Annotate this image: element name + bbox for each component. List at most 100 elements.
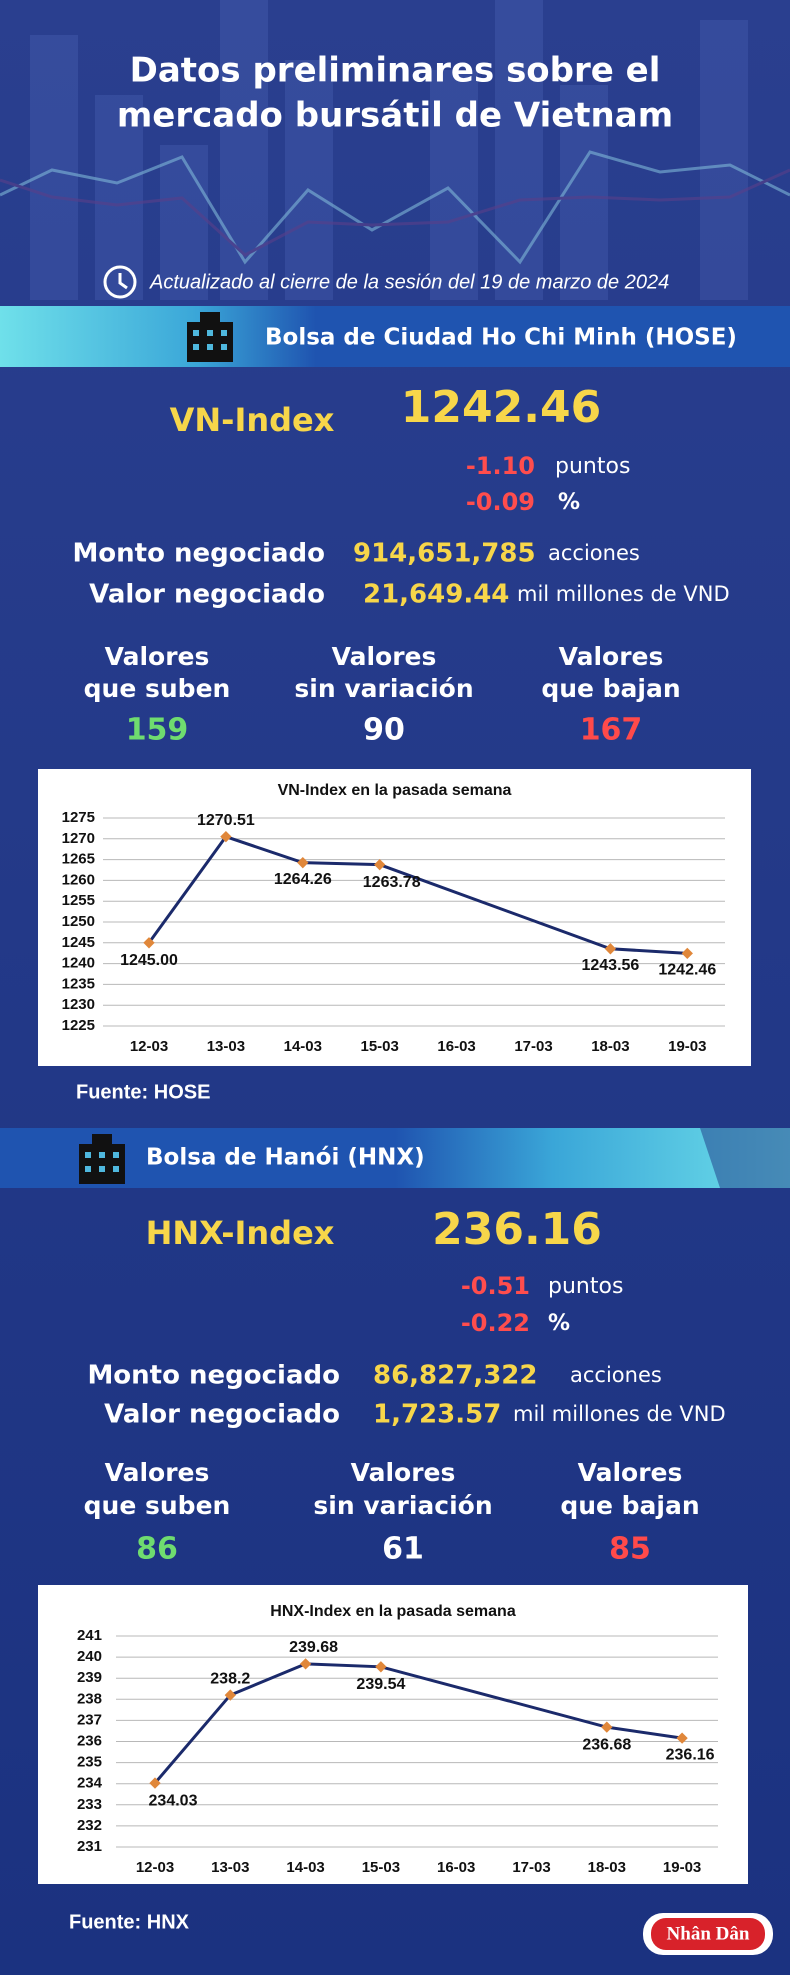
- title-line: mercado bursátil de Vietnam: [117, 96, 673, 136]
- marker: [676, 1732, 688, 1744]
- updated-note: Actualizado al cierre de la sesión del 1…: [149, 271, 669, 293]
- section-banner: [0, 1128, 790, 1188]
- trade-value: 1,723.57: [373, 1400, 501, 1430]
- y-tick-label: 234: [77, 1775, 103, 1792]
- x-tick-label: 16-03: [437, 1859, 475, 1876]
- x-tick-label: 15-03: [362, 1859, 400, 1876]
- volume: 86,827,322: [373, 1361, 537, 1391]
- volume-label: Monto negociado: [87, 1361, 340, 1391]
- data-label: 236.16: [666, 1746, 715, 1763]
- y-tick-label: 232: [77, 1817, 102, 1834]
- stats: Valores que suben 159 Valores sin variación 9…: [84, 642, 681, 748]
- y-tick-label: 1260: [62, 871, 95, 888]
- clock-icon: [103, 265, 137, 299]
- marker: [299, 1658, 312, 1670]
- building-windows: [85, 1152, 119, 1172]
- data-label: 239.54: [356, 1676, 405, 1693]
- logo-badge: [651, 1918, 765, 1950]
- trade-value: 21,649.44: [363, 580, 509, 610]
- change-percent: -0.22: [461, 1309, 530, 1337]
- stat-label: que bajan: [541, 674, 680, 703]
- stat-count: 90: [363, 713, 405, 748]
- chart: VN-Index en la pasada semana 1225 1230 1235…: [38, 769, 751, 1066]
- data-label: 1263.78: [363, 874, 421, 891]
- data-label: 239.68: [289, 1639, 338, 1656]
- marker: [374, 859, 386, 871]
- data-label: 236.68: [582, 1736, 631, 1753]
- stat-label: Valores: [559, 642, 664, 671]
- change-points: -1.10: [466, 452, 535, 480]
- stat-label: Valores: [351, 1458, 456, 1487]
- stat-count: 86: [136, 1532, 178, 1567]
- y-tick-label: 1255: [62, 892, 95, 909]
- volume-unit: acciones: [548, 541, 640, 565]
- stat-label: Valores: [332, 642, 437, 671]
- volume-unit: acciones: [570, 1363, 662, 1387]
- data-label: 1242.46: [658, 962, 716, 979]
- index-value: 236.16: [432, 1204, 602, 1255]
- value-unit: mil millones de VND: [513, 1402, 726, 1426]
- x-tick-label: 13-03: [211, 1859, 249, 1876]
- source: Fuente: HNX: [69, 1911, 190, 1933]
- data-label: 1270.51: [197, 812, 255, 829]
- stat-label: que suben: [84, 1491, 231, 1520]
- stat-label: Valores: [105, 642, 210, 671]
- stat-count: 61: [382, 1532, 424, 1567]
- chart-panel: [38, 1585, 748, 1884]
- y-tick-label: 1270: [62, 830, 95, 847]
- y-tick-label: 1230: [62, 996, 95, 1013]
- data-label: 238.2: [210, 1670, 250, 1687]
- exchange-name: Bolsa de Hanói (HNX): [146, 1145, 425, 1171]
- stat-count: 159: [126, 713, 189, 748]
- marker: [149, 1777, 161, 1789]
- x-tick-label: 18-03: [588, 1859, 626, 1876]
- y-tick-label: 1245: [62, 934, 95, 951]
- data-label: 1245.00: [120, 952, 178, 969]
- y-tick-label: 1240: [62, 955, 95, 972]
- points-unit: puntos: [548, 1274, 623, 1299]
- stat-label: Valores: [578, 1458, 683, 1487]
- x-tick-label: 12-03: [130, 1038, 168, 1055]
- stat-label: que bajan: [560, 1491, 699, 1520]
- x-tick-label: 19-03: [668, 1038, 706, 1055]
- x-tick-label: 13-03: [207, 1038, 245, 1055]
- percent-unit: %: [548, 1311, 570, 1336]
- marker: [604, 943, 617, 955]
- y-tick-label: 239: [77, 1669, 102, 1686]
- y-tick-label: 236: [77, 1732, 102, 1749]
- banner-edge: [700, 1128, 790, 1188]
- chart-title: HNX-Index en la pasada semana: [270, 1603, 516, 1620]
- exchange-name: Bolsa de Ciudad Ho Chi Minh (HOSE): [265, 325, 737, 351]
- percent-unit: %: [558, 490, 580, 515]
- index-value: 1242.46: [401, 382, 601, 433]
- index-name: HNX-Index: [146, 1214, 335, 1252]
- data-label: 234.03: [149, 1792, 198, 1809]
- x-tick-label: 19-03: [663, 1859, 701, 1876]
- y-tick-label: 241: [77, 1627, 102, 1644]
- section-banner: [0, 306, 790, 367]
- title-line: Datos preliminares sobre el: [130, 51, 661, 91]
- data-label: 1243.56: [581, 957, 639, 974]
- stat-label: Valores: [105, 1458, 210, 1487]
- x-tick-label: 16-03: [437, 1038, 475, 1055]
- stat-label: sin variación: [294, 674, 473, 703]
- x-tick-label: 14-03: [284, 1038, 322, 1055]
- y-tick-label: 1235: [62, 975, 95, 992]
- marker: [220, 831, 232, 843]
- y-tick-label: 1265: [62, 851, 95, 868]
- x-tick-label: 15-03: [361, 1038, 399, 1055]
- line: [147, 834, 688, 955]
- volume-label: Monto negociado: [72, 539, 325, 569]
- y-tick-label: 1225: [62, 1017, 95, 1034]
- x-tick-label: 12-03: [136, 1859, 174, 1876]
- y-tick-label: 231: [77, 1838, 102, 1855]
- marker: [143, 937, 155, 949]
- stats: Valores que suben 86 Valores sin variación 61…: [84, 1458, 700, 1567]
- y-tick-label: 1275: [62, 809, 95, 826]
- value-unit: mil millones de VND: [517, 582, 730, 606]
- stat-label: que suben: [84, 674, 231, 703]
- y-tick-label: 233: [77, 1796, 102, 1813]
- y-tick-label: 237: [77, 1711, 102, 1728]
- x-tick-label: 17-03: [512, 1859, 550, 1876]
- y-tick-label: 238: [77, 1690, 102, 1707]
